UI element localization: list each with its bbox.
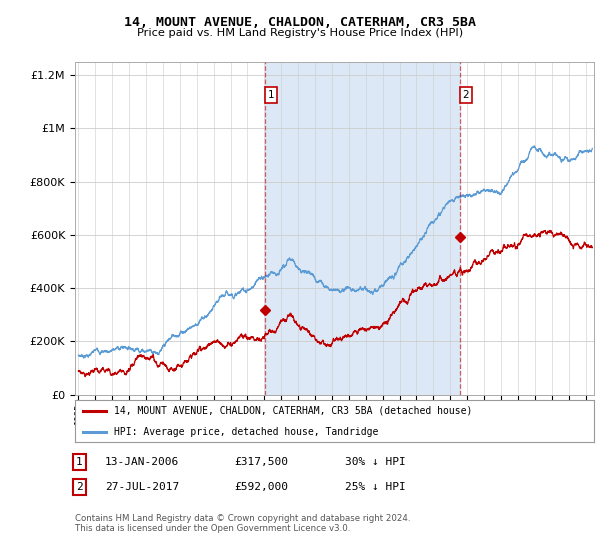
Text: HPI: Average price, detached house, Tandridge: HPI: Average price, detached house, Tand… [114, 427, 379, 437]
Text: 14, MOUNT AVENUE, CHALDON, CATERHAM, CR3 5BA (detached house): 14, MOUNT AVENUE, CHALDON, CATERHAM, CR3… [114, 406, 472, 416]
Text: 25% ↓ HPI: 25% ↓ HPI [345, 482, 406, 492]
Text: 27-JUL-2017: 27-JUL-2017 [105, 482, 179, 492]
Text: Price paid vs. HM Land Registry's House Price Index (HPI): Price paid vs. HM Land Registry's House … [137, 28, 463, 38]
Text: 30% ↓ HPI: 30% ↓ HPI [345, 457, 406, 467]
Text: 1: 1 [268, 90, 274, 100]
Bar [265, 62, 460, 395]
Text: 1: 1 [76, 457, 83, 467]
Text: £317,500: £317,500 [234, 457, 288, 467]
Text: 13-JAN-2006: 13-JAN-2006 [105, 457, 179, 467]
Text: 14, MOUNT AVENUE, CHALDON, CATERHAM, CR3 5BA: 14, MOUNT AVENUE, CHALDON, CATERHAM, CR3… [124, 16, 476, 29]
Text: 2: 2 [76, 482, 83, 492]
Text: 2: 2 [463, 90, 469, 100]
Text: Contains HM Land Registry data © Crown copyright and database right 2024.
This d: Contains HM Land Registry data © Crown c… [75, 514, 410, 534]
Text: £592,000: £592,000 [234, 482, 288, 492]
